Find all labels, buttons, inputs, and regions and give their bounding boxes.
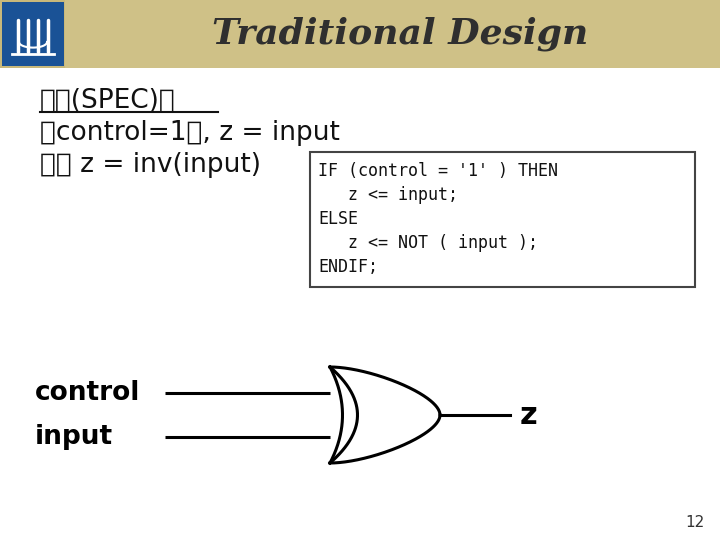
Text: Traditional Design: Traditional Design bbox=[212, 17, 588, 51]
Text: z: z bbox=[520, 401, 538, 429]
Text: ENDIF;: ENDIF; bbox=[318, 258, 378, 276]
Bar bbox=[0, 0, 720, 68]
Text: IF (control = '1' ) THEN: IF (control = '1' ) THEN bbox=[318, 162, 558, 180]
Text: 12: 12 bbox=[685, 515, 705, 530]
Bar bbox=[65, 0, 720, 68]
Bar bbox=[2, 2, 64, 66]
Text: z <= input;: z <= input; bbox=[318, 186, 458, 204]
Text: 當control=1時, z = input: 當control=1時, z = input bbox=[40, 120, 340, 146]
Text: z <= NOT ( input );: z <= NOT ( input ); bbox=[318, 234, 538, 252]
Text: input: input bbox=[35, 424, 113, 450]
Text: 否則 z = inv(input): 否則 z = inv(input) bbox=[40, 152, 261, 178]
Text: control: control bbox=[35, 380, 140, 406]
Text: ELSE: ELSE bbox=[318, 210, 358, 228]
FancyBboxPatch shape bbox=[310, 152, 695, 287]
Text: 規格(SPEC)：: 規格(SPEC)： bbox=[40, 88, 176, 114]
